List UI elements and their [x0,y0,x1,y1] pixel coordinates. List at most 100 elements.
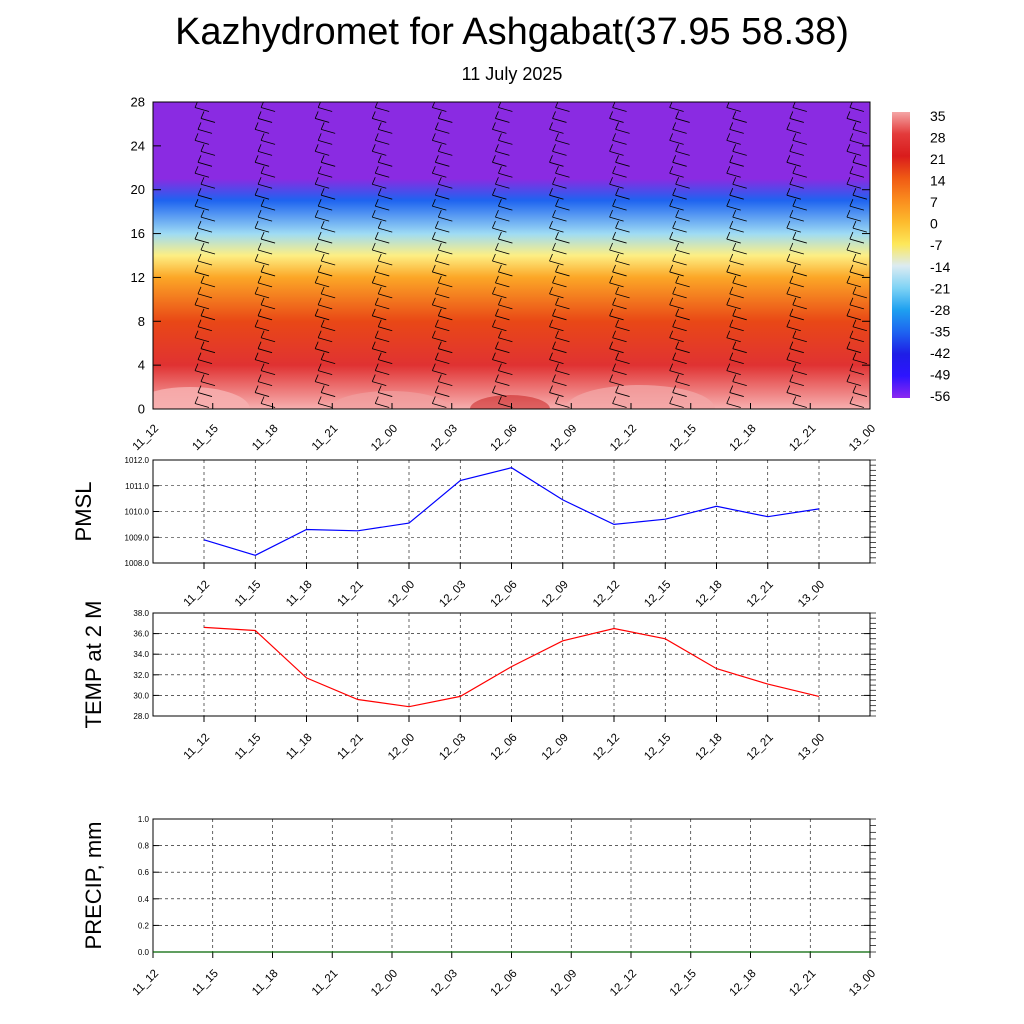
wind-barb [910,353,913,360]
wind-barb [669,231,674,240]
colorbar-label: -42 [930,345,950,361]
wind-barb [495,315,510,321]
wind-barb [375,238,390,244]
wind-barb [318,107,333,112]
wind-barb [200,282,216,288]
wind-barb [555,330,559,338]
wind-barb [786,161,801,167]
wind-barb [378,326,393,332]
wind-barb [498,199,502,207]
wind-barb [492,188,496,196]
wind-barb [846,177,851,185]
wind-barb [786,129,801,134]
wind-barb [257,282,273,288]
wind-barb [492,155,496,163]
wind-barb [378,227,393,233]
wind-barb [846,348,862,354]
wind-barb [786,188,791,196]
y-tick-label: 0.8 [138,842,150,851]
wind-barb [552,374,556,382]
wind-barb [197,122,202,130]
wind-barb [675,144,680,152]
wind-barb [726,133,731,141]
wind-barb [431,166,436,174]
wind-barb [372,216,387,222]
wind-barb [254,122,259,130]
wind-barb [434,385,439,393]
x-tick-label: 11_21 [335,579,366,610]
wind-barb [254,161,270,167]
wind-barb [672,352,677,360]
wind-barb [437,144,442,152]
y-tick-label: 1009.0 [125,533,150,542]
y-axis-label: PRECIP, mm [81,822,106,950]
wind-barb [200,209,205,218]
x-tick-label: 11_21 [335,732,366,763]
wind-barb [792,264,797,273]
x-tick-label: 12_03 [429,968,460,999]
temp-panel: 28.0 30.0 32.0 34.0 36.0 38.0 11_12 11_15 11_18 1… [81,601,876,763]
wind-barb [431,330,436,338]
wind-barb [849,330,854,338]
wind-barb [726,271,741,277]
wind-barb [555,199,559,207]
x-tick-label: 12_03 [437,732,468,763]
wind-barb [378,392,393,397]
wind-barb [371,242,376,251]
wind-barb [549,319,553,327]
wind-barb [432,337,447,343]
wind-barb [615,220,619,229]
wind-barb [732,144,737,152]
y-tick-label: 28 [131,95,145,110]
colorbar-label: 0 [930,216,938,232]
x-tick-label: 11_15 [190,423,221,454]
wind-barb [549,227,564,233]
x-tick-label: 12_06 [489,423,520,454]
wind-barb [374,231,379,240]
wind-barb [669,396,674,404]
wind-barb [792,403,807,408]
wind-barb [910,261,924,265]
wind-barb [792,297,797,305]
wind-barb [197,260,213,266]
wind-barb [726,205,741,211]
wind-barb [792,370,807,376]
wind-barb [320,319,325,327]
wind-barb [492,260,507,266]
wind-barb [374,264,379,273]
wind-barb [317,264,322,273]
x-tick-label: 12_06 [489,968,520,999]
wind-barb [612,166,616,174]
wind-barb [434,220,439,229]
wind-barb [315,348,330,354]
wind-barb [552,341,556,349]
wind-barb [257,144,262,152]
y-axis-label: PMSL [71,482,96,542]
wind-barb [669,166,674,174]
wind-barb [257,177,262,185]
wind-barb [321,293,336,299]
wind-barb [729,392,744,397]
wind-barb [549,253,553,262]
wind-barb [726,304,741,310]
wind-barb [849,172,865,178]
wind-barb [732,315,747,321]
wind-barb [194,238,210,244]
wind-barb [431,133,436,141]
y-tick-label: 28.0 [133,712,149,721]
wind-barb [314,144,319,152]
wind-barb [254,286,259,295]
wind-barb [374,297,379,305]
wind-barb [435,326,450,332]
wind-barb [729,188,734,196]
wind-barb [729,253,734,262]
wind-barb [375,304,390,310]
wind-barb [910,386,913,393]
x-tick-label: 12_21 [745,579,776,610]
wind-barb [792,172,807,178]
y-tick-label: 36.0 [133,630,149,639]
wind-barb [254,188,259,196]
wind-barb [555,238,570,244]
wind-barb [492,392,507,397]
wind-barb [254,326,270,332]
